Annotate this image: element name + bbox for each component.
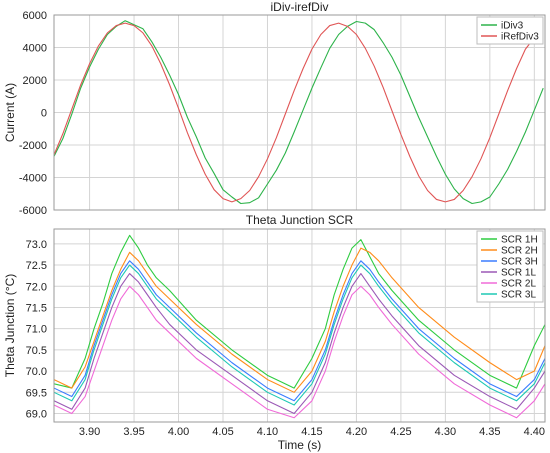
y-tick-label-1-4: 71.0 [26,324,47,336]
y-tick-label-1-0: 69.0 [26,409,47,421]
series-group-1 [54,234,545,419]
legend-label-scr-1l: SCR 1L [501,268,536,279]
x-tick-label-1-2: 4.00 [168,426,189,438]
y-tick-label-0-5: 4000 [23,43,47,55]
series-line-scr-2h [54,247,545,393]
y-tick-label-1-2: 70.0 [26,366,47,378]
series-line-irefdiv3 [54,22,544,203]
y-tick-label-1-6: 72.0 [26,281,47,293]
series-line-scr-2l [54,285,545,419]
x-tick-label-1-9: 4.35 [479,426,500,438]
x-tick-label-1-5: 4.15 [301,426,322,438]
legend-label-scr-1h: SCR 1H [501,235,538,246]
y-axis-label-0: Current (A) [3,83,17,142]
plot-frame-1 [53,228,546,423]
y-tick-label-0-1: -4000 [19,173,47,185]
legend-label-scr-3h: SCR 3H [501,257,538,268]
legend-box-1 [476,230,544,303]
legend-label-scr-2h: SCR 2H [501,246,538,257]
x-tick-label-1-8: 4.30 [435,426,456,438]
series-line-scr-3h [54,260,545,402]
x-tick-label-1-4: 4.10 [257,426,278,438]
y-tick-label-1-5: 71.5 [26,302,47,314]
legend-label-scr-3l: SCR 3L [501,290,536,301]
plot-frame-0 [53,14,546,211]
y-tick-label-1-3: 70.5 [26,345,47,357]
y-tick-label-0-0: -6000 [19,205,47,217]
legend-label-scr-2l: SCR 2L [501,279,536,290]
series-line-scr-1l [54,272,545,415]
x-tick-label-1-6: 4.20 [346,426,367,438]
series-line-scr-3l [54,264,545,406]
y-tick-label-0-6: 6000 [23,10,47,22]
y-tick-label-1-8: 73.0 [26,239,47,251]
plot-area-1 [54,229,545,422]
y-tick-label-1-1: 69.5 [26,387,47,399]
chart-title-0: iDiv-irefDiv [271,0,329,14]
series-group-0 [54,20,544,205]
y-tick-label-0-4: 2000 [23,75,47,87]
y-tick-label-0-2: -2000 [19,140,47,152]
series-line-scr-1h [54,234,545,389]
x-tick-label-1-3: 4.05 [212,426,233,438]
y-tick-label-0-3: 0 [41,108,47,120]
series-line-idiv3 [54,20,544,205]
y-axis-label-1: Theta Junction (°C) [3,274,17,378]
y-tick-label-1-7: 72.5 [26,260,47,272]
legend-label-irefdiv3: iRefDiv3 [501,32,539,43]
x-tick-label-1-1: 3.95 [123,426,144,438]
x-tick-label-1-7: 4.25 [390,426,411,438]
x-tick-label-1-0: 3.90 [79,426,100,438]
legend-label-idiv3: iDiv3 [501,21,524,32]
legend-box-0 [476,16,544,45]
x-tick-label-1-10: 4.40 [524,426,545,438]
x-axis-label-1: Time (s) [278,438,322,452]
chart-title-1: Theta Junction SCR [246,213,354,227]
